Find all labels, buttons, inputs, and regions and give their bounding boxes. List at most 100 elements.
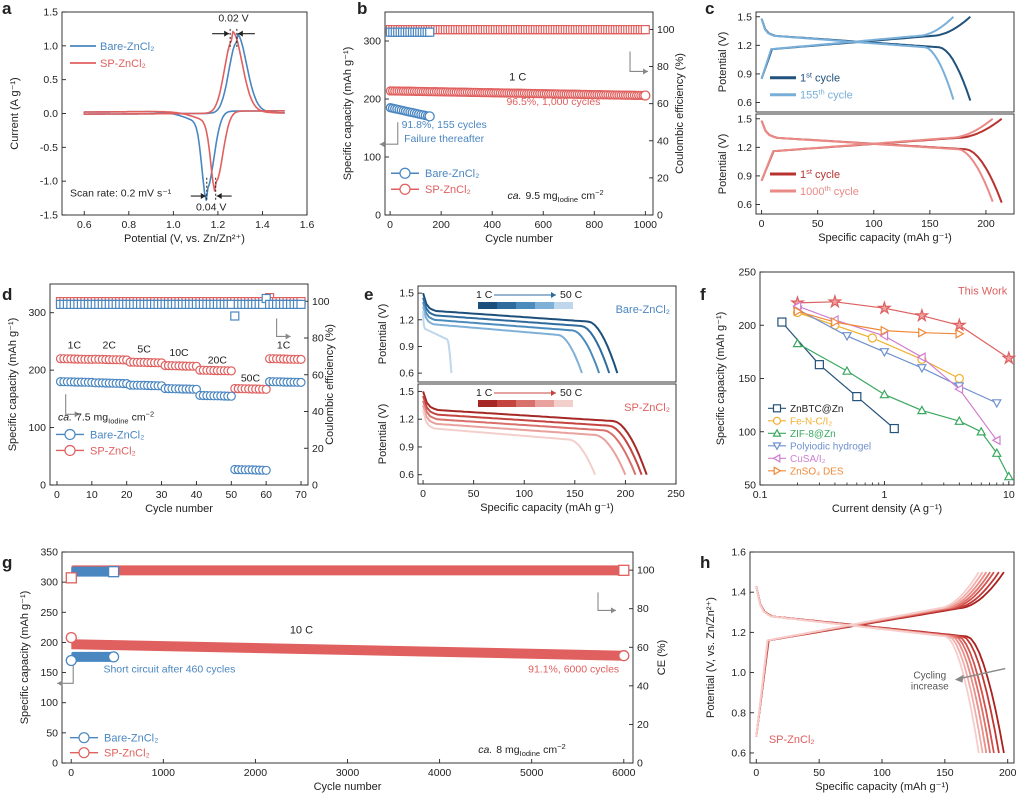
y-tick-label: 100 [738, 426, 756, 438]
data-point [889, 423, 899, 434]
loading-label: ca. 8 mgIodine cm−2 [478, 742, 565, 758]
charge-curve [755, 571, 991, 738]
x-tick-label: 6000 [612, 767, 636, 779]
rate-label: 10C [169, 347, 189, 359]
data-point [827, 293, 843, 309]
capacity-axis-arrow-head [57, 680, 63, 687]
rate-from-label: 1 C [476, 289, 493, 301]
x-tick-label: 150 [566, 488, 584, 500]
x-tick-label: 40 [191, 489, 203, 501]
legend-marker [772, 404, 782, 413]
label-part: 1 [800, 73, 806, 85]
y-tick-label: 300 [28, 307, 46, 319]
charge-curve [755, 571, 980, 738]
cycling-label: Cycling [913, 671, 946, 682]
legend-item-text: SP-ZnCl₂ [425, 184, 471, 196]
x-tick-label: 0 [759, 218, 765, 230]
legend-item-text: Bare-ZnCl₂ [104, 733, 158, 745]
legend-text: Polyiodic hydrogel [790, 441, 871, 452]
y-tick-label: 1.0 [731, 667, 746, 679]
label-part: st [806, 167, 813, 176]
y2-tick-label: 40 [312, 406, 324, 418]
rate-label: 1C [68, 339, 82, 351]
sp-ce-point [640, 25, 650, 35]
y-tick-label: 1.2 [399, 314, 414, 326]
panel-label: h [700, 553, 710, 572]
x-tick-label: 200 [432, 219, 450, 231]
label-part: −2 [595, 188, 604, 197]
rate-curve [422, 400, 637, 476]
y-tick-label: 0.6 [399, 368, 414, 380]
series-line [797, 308, 998, 404]
y-tick-label: 0.9 [737, 68, 752, 80]
legend-item-marker [399, 183, 411, 195]
charge-curve [755, 571, 995, 738]
capacity-axis-arrow [57, 665, 74, 684]
label-part: Iodine [558, 195, 578, 204]
rate-curve [422, 391, 648, 476]
rate-gradient-step [554, 400, 573, 407]
panel-label: b [357, 0, 367, 18]
x-tick-label: 50 [813, 767, 825, 779]
y-tick-label: 0.6 [737, 199, 752, 211]
x-tick-label: 1000 [152, 767, 176, 779]
sp-ce-start [65, 572, 77, 584]
data-point [976, 426, 987, 436]
rate-arrow-head [551, 292, 556, 298]
y-tick-label: 300 [40, 577, 58, 589]
electrolyte-label: Bare-ZnCl₂ [616, 304, 670, 316]
x-tick-label: 50 [812, 218, 824, 230]
x-axis-label: Specific capacity (mAh g⁻¹) [480, 502, 614, 514]
y-axis-label: Potential (V) [717, 32, 729, 93]
rate-gradient-step [478, 400, 497, 407]
sp-retention-label: 96.5%, 1,000 cycles [506, 96, 600, 108]
charge-curve [755, 571, 988, 738]
x-tick-label: 2000 [244, 767, 268, 779]
discharge-curve [760, 18, 972, 101]
capacity-axis-arrow-head [74, 411, 80, 418]
rate-label: 2C [103, 339, 117, 351]
y-tick-label: 1.5 [737, 113, 752, 125]
x-tick-label: 150 [921, 218, 939, 230]
x-tick-label: 0 [54, 489, 60, 501]
x-tick-label: 1 [882, 489, 888, 501]
y-tick-label: 100 [40, 697, 58, 709]
y-tick-label: 250 [738, 267, 756, 279]
label-part: th [824, 184, 830, 193]
label-part: cycle [831, 186, 859, 198]
legend-item-marker [64, 428, 76, 441]
data-point [991, 447, 1002, 457]
bare-ce-point [425, 27, 435, 37]
x-tick-label: 200 [999, 767, 1017, 779]
legend-item-marker [399, 167, 411, 179]
label-part: 155 [800, 90, 818, 102]
series-line [797, 305, 998, 441]
legend-text: Bare-ZnCl₂ [100, 41, 154, 53]
y2-tick-label: 100 [657, 24, 675, 36]
discharge-curve [760, 18, 955, 100]
y-tick-label: 0.0 [43, 108, 58, 120]
y2-tick-label: 80 [312, 333, 324, 345]
top-shift-label: 0.02 V [218, 12, 248, 24]
ce-axis-arrow [597, 592, 617, 611]
rate-label: 5C [137, 343, 151, 355]
scan-rate-label: Scan rate: 0.2 mV s⁻¹ [70, 188, 172, 200]
x-tick-label: 70 [295, 489, 307, 501]
y2-tick-label: 80 [657, 61, 669, 73]
legend-text: ZIF-8@Zn [790, 429, 836, 440]
capacity-point [226, 391, 236, 401]
label-part: 7.5 mg [76, 412, 108, 424]
legend-item-text: SP-ZnCl₂ [104, 748, 150, 760]
x-tick-label: 20 [121, 489, 133, 501]
discharge-curve [760, 120, 994, 202]
y-tick-label: 0.6 [737, 97, 752, 109]
data-point [951, 317, 967, 332]
y-tick-label: -0.5 [40, 142, 58, 154]
y-tick-label: 1.5 [399, 288, 414, 300]
legend-item-text: Bare-ZnCl₂ [425, 168, 479, 180]
y2-tick-label: 20 [312, 443, 324, 455]
loading-label: ca. 9.5 mgIodine cm−2 [508, 188, 604, 204]
y-tick-label: 0.6 [399, 469, 414, 481]
y-axis-label: Potential (V, vs. Zn/Zn²⁺) [705, 597, 717, 718]
label-part: −2 [557, 742, 566, 751]
